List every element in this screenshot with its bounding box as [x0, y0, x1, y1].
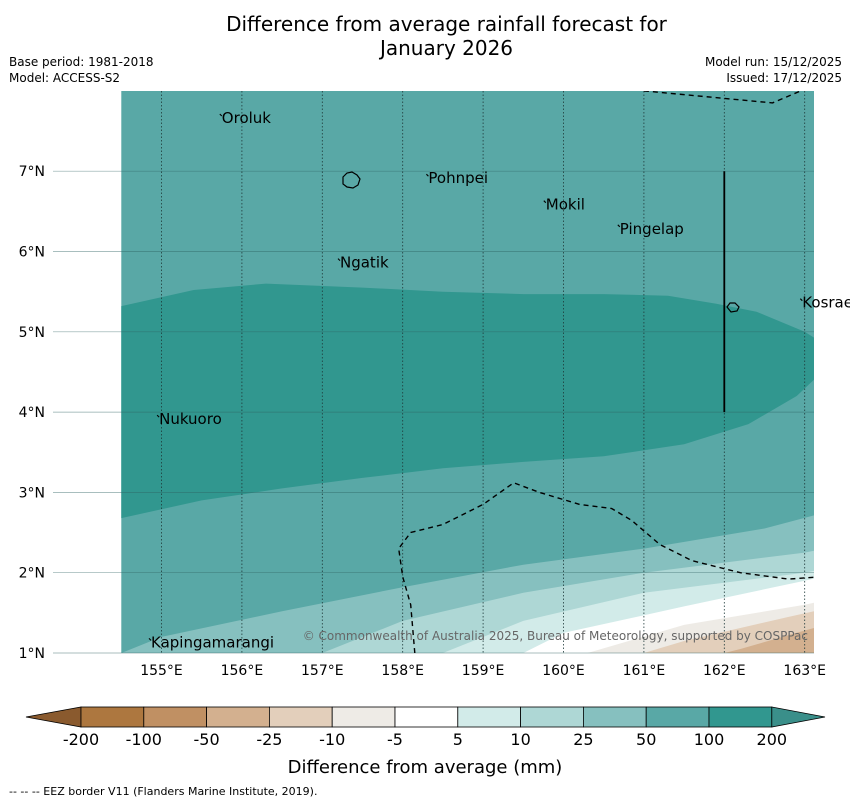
y-tick-label: 7°N [19, 164, 45, 180]
colorbar-bin [206, 706, 270, 728]
colorbar-bin [331, 706, 396, 728]
island-label: Ngatik [340, 254, 389, 272]
colorbar-bin [394, 706, 459, 728]
island-marker [426, 173, 429, 177]
colorbar-tick-label: 50 [636, 730, 656, 749]
colorbar-tick-label: 5 [453, 730, 463, 749]
colorbar: -200 -100 -50 -25 -10 -5 5 10 25 50 100 200 [25, 706, 826, 749]
y-axis: 1°N 2°N 3°N 4°N 5°N 6°N 7°N [19, 164, 45, 662]
chart-title-line2: January 2026 [379, 36, 514, 60]
colorbar-bin [268, 706, 333, 728]
eez-border-line [397, 482, 814, 654]
y-tick-label: 6°N [19, 245, 45, 261]
colorbar-tick-label: 25 [573, 730, 593, 749]
colorbar-bin [708, 706, 773, 728]
island-marker [148, 638, 152, 641]
region-c_100_200-1 [121, 283, 814, 519]
colorbar-bin [645, 706, 710, 728]
x-tick-label: 158°E [381, 663, 424, 679]
colorbar-tick-label: -10 [319, 730, 345, 749]
colorbar-bin [583, 706, 647, 728]
island-marker [219, 113, 223, 117]
y-tick-label: 1°N [19, 646, 45, 662]
chart-title-line1: Difference from average rainfall forecas… [226, 12, 667, 36]
x-tick-label: 163°E [783, 663, 826, 679]
kosrae-outline [726, 302, 740, 313]
island-label: Oroluk [222, 109, 271, 127]
pohnpei-outline [342, 171, 361, 189]
meta-left: Base period: 1981-2018 Model: ACCESS-S2 [9, 54, 154, 86]
colorbar-bin [80, 706, 145, 728]
y-tick-label: 5°N [19, 325, 45, 341]
eez-borders [397, 91, 850, 654]
island-marker [156, 414, 160, 418]
island-marker [799, 298, 803, 302]
model-name: Model: ACCESS-S2 [9, 71, 121, 85]
island-marker [543, 200, 547, 204]
eez-footnote: -- -- -- EEZ border V11 (Flanders Marine… [9, 785, 318, 798]
x-tick-label: 156°E [221, 663, 264, 679]
x-tick-label: 162°E [703, 663, 746, 679]
copyright-notice: © Commonwealth of Australia 2025, Bureau… [303, 629, 808, 643]
x-axis: 155°E 156°E 157°E 158°E 159°E 160°E 161°E 162°E… [140, 663, 826, 679]
meta-right: Model run: 15/12/2025 Issued: 17/12/2025 [705, 54, 842, 86]
y-tick-label: 4°N [19, 405, 45, 421]
colorbar-tick-label: -200 [63, 730, 99, 749]
x-tick-label: 160°E [542, 663, 585, 679]
island-label: Pingelap [620, 220, 684, 238]
colorbar-tick-label: -50 [194, 730, 220, 749]
y-tick-label: 3°N [19, 485, 45, 501]
x-tick-label: 159°E [462, 663, 505, 679]
colorbar-label: Difference from average (mm) [288, 757, 563, 778]
island-label: Mokil [546, 196, 585, 214]
island-label: Nukuoro [159, 410, 222, 428]
colorbar-bin [143, 706, 208, 728]
eez-border-line [821, 91, 850, 135]
x-tick-label: 157°E [301, 663, 344, 679]
colorbar-tick-label: -5 [387, 730, 403, 749]
colorbar-tick-label: 10 [510, 730, 530, 749]
colorbar-tick-label: -25 [256, 730, 282, 749]
island-label: Kapingamarangi [151, 633, 274, 651]
eez-border-line [643, 91, 801, 104]
colorbar-tick-label: -100 [126, 730, 162, 749]
island-outlines [342, 171, 740, 313]
x-tick-label: 155°E [140, 663, 183, 679]
colorbar-tick-label: 200 [757, 730, 788, 749]
colorbar-bin [520, 706, 584, 728]
issued-date: Issued: 17/12/2025 [726, 71, 842, 85]
island-marker [617, 224, 621, 228]
colorbar-tick-label: 100 [694, 730, 725, 749]
island-label: Pohnpei [428, 169, 488, 187]
islands-layer: Oroluk Pohnpei Mokil Pingelap Ngatik Kosrae Nu… [148, 109, 850, 651]
forecast-regions [121, 91, 814, 653]
y-tick-label: 2°N [19, 566, 45, 582]
base-period: Base period: 1981-2018 [9, 55, 154, 69]
chart-title: Difference from average rainfall forecas… [0, 12, 850, 60]
colorbar-extend-low [25, 706, 82, 728]
model-run: Model run: 15/12/2025 [704, 55, 842, 69]
island-label: Kosrae [802, 294, 850, 312]
colorbar-extend-high [771, 706, 826, 728]
region-c_-50_-25-8 [724, 627, 814, 653]
island-marker [337, 258, 341, 261]
x-tick-label: 161°E [623, 663, 666, 679]
colorbar-bin [457, 706, 521, 728]
